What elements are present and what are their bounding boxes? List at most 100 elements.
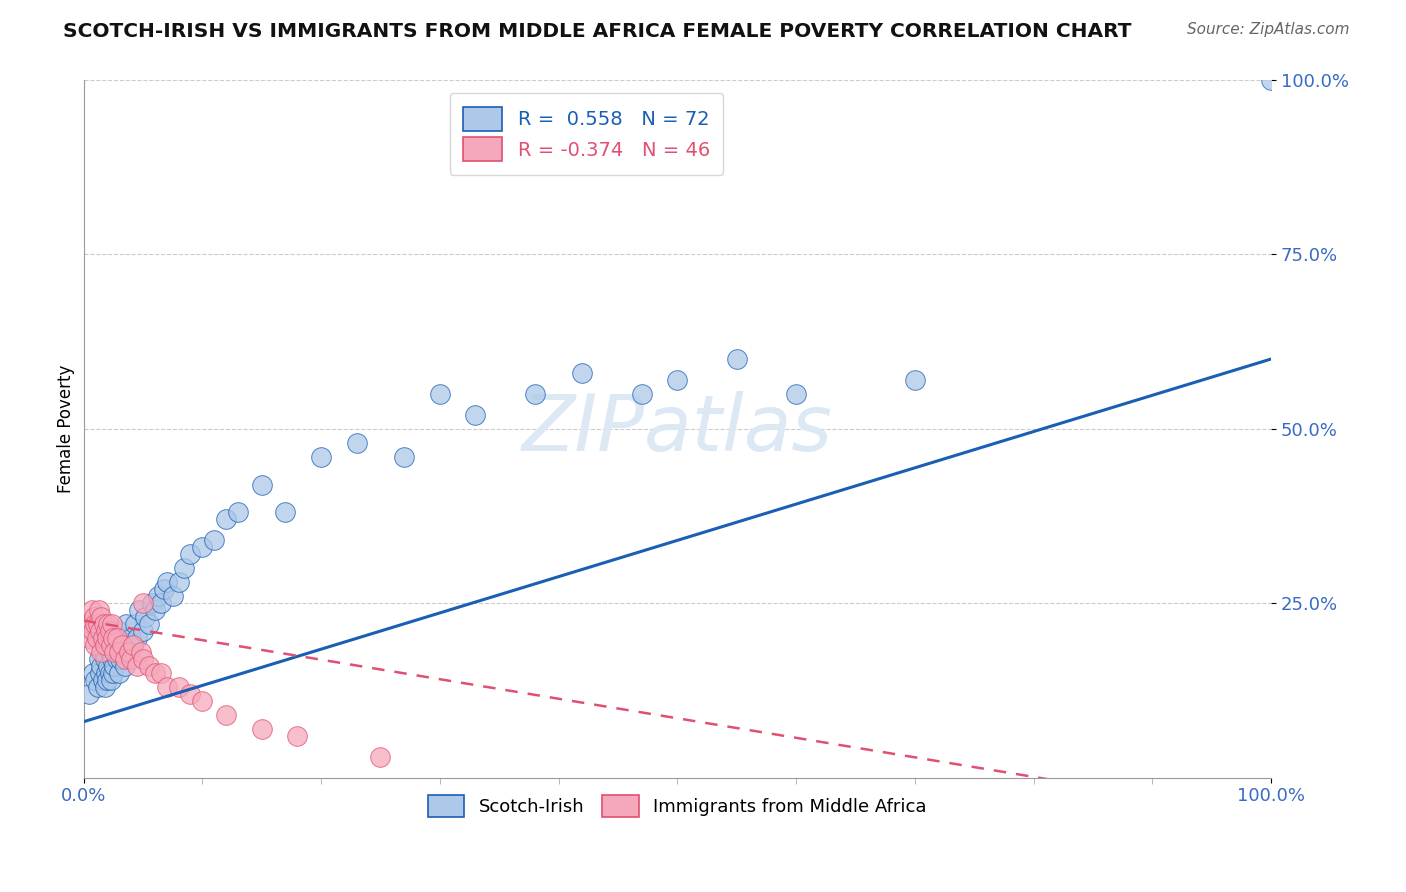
Point — [156, 680, 179, 694]
Point — [464, 408, 486, 422]
Point — [120, 631, 142, 645]
Point — [179, 547, 201, 561]
Point — [90, 610, 112, 624]
Point — [112, 631, 135, 645]
Point — [274, 506, 297, 520]
Point — [87, 652, 110, 666]
Point — [110, 652, 132, 666]
Point — [250, 722, 273, 736]
Point — [83, 610, 105, 624]
Point — [132, 624, 155, 638]
Point — [82, 665, 104, 680]
Point — [103, 645, 125, 659]
Point — [309, 450, 332, 464]
Point — [96, 638, 118, 652]
Point — [117, 645, 139, 659]
Point — [285, 729, 308, 743]
Point — [103, 631, 125, 645]
Point — [173, 561, 195, 575]
Point — [101, 617, 124, 632]
Point — [226, 506, 249, 520]
Point — [105, 652, 128, 666]
Point — [143, 665, 166, 680]
Point — [134, 610, 156, 624]
Point — [90, 645, 112, 659]
Point — [122, 638, 145, 652]
Text: SCOTCH-IRISH VS IMMIGRANTS FROM MIDDLE AFRICA FEMALE POVERTY CORRELATION CHART: SCOTCH-IRISH VS IMMIGRANTS FROM MIDDLE A… — [63, 22, 1132, 41]
Y-axis label: Female Poverty: Female Poverty — [58, 365, 75, 493]
Point — [105, 631, 128, 645]
Point — [153, 582, 176, 597]
Point — [111, 645, 134, 659]
Point — [94, 638, 117, 652]
Point — [90, 631, 112, 645]
Point — [1260, 73, 1282, 87]
Point — [110, 638, 132, 652]
Point — [98, 624, 121, 638]
Point — [98, 645, 121, 659]
Point — [125, 631, 148, 645]
Point — [114, 659, 136, 673]
Point — [666, 373, 689, 387]
Text: Source: ZipAtlas.com: Source: ZipAtlas.com — [1187, 22, 1350, 37]
Point — [110, 638, 132, 652]
Point — [94, 652, 117, 666]
Point — [120, 652, 142, 666]
Point — [93, 617, 115, 632]
Point — [84, 673, 107, 687]
Point — [149, 596, 172, 610]
Point — [725, 351, 748, 366]
Point — [90, 659, 112, 673]
Point — [101, 652, 124, 666]
Point — [114, 652, 136, 666]
Point — [125, 659, 148, 673]
Point — [89, 665, 111, 680]
Point — [122, 638, 145, 652]
Point — [103, 631, 125, 645]
Point — [141, 596, 163, 610]
Point — [785, 387, 807, 401]
Point — [117, 645, 139, 659]
Point — [202, 533, 225, 548]
Point — [191, 541, 214, 555]
Point — [87, 603, 110, 617]
Point — [124, 617, 146, 632]
Point — [571, 366, 593, 380]
Point — [100, 638, 122, 652]
Text: ZIPatlas: ZIPatlas — [522, 391, 832, 467]
Point — [429, 387, 451, 401]
Point — [87, 680, 110, 694]
Legend: Scotch-Irish, Immigrants from Middle Africa: Scotch-Irish, Immigrants from Middle Afr… — [420, 788, 934, 824]
Point — [392, 450, 415, 464]
Point — [148, 589, 170, 603]
Point — [96, 673, 118, 687]
Point — [79, 687, 101, 701]
Point — [523, 387, 546, 401]
Point — [215, 707, 238, 722]
Point — [108, 624, 131, 638]
Point — [98, 665, 121, 680]
Point — [94, 624, 117, 638]
Point — [84, 638, 107, 652]
Point — [143, 603, 166, 617]
Point — [138, 659, 160, 673]
Point — [82, 624, 104, 638]
Point — [162, 589, 184, 603]
Point — [97, 617, 120, 632]
Point — [80, 603, 103, 617]
Point — [129, 645, 152, 659]
Point — [103, 665, 125, 680]
Point — [132, 596, 155, 610]
Point — [167, 680, 190, 694]
Point — [346, 435, 368, 450]
Point — [96, 631, 118, 645]
Point — [93, 645, 115, 659]
Point — [87, 617, 110, 632]
Point — [250, 477, 273, 491]
Point — [156, 575, 179, 590]
Point — [149, 665, 172, 680]
Point — [103, 659, 125, 673]
Point — [91, 631, 114, 645]
Point — [84, 617, 107, 632]
Point — [107, 638, 129, 652]
